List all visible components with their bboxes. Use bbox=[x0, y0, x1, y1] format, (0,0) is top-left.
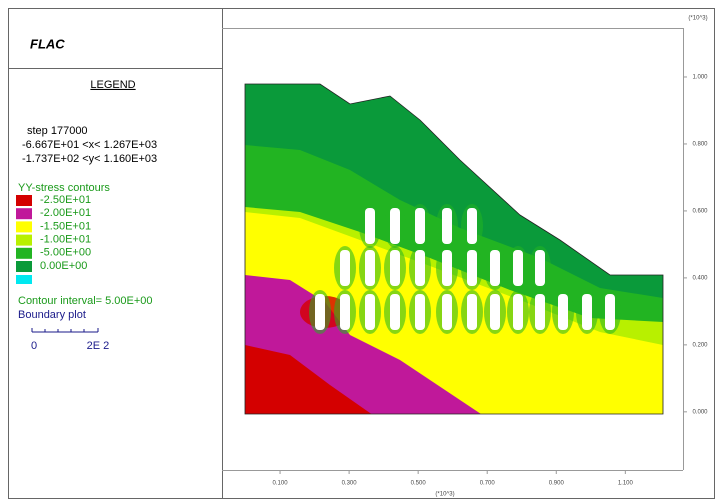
legend-swatch bbox=[16, 247, 32, 259]
pillar bbox=[340, 294, 350, 330]
contour-field bbox=[245, 84, 663, 414]
step-label: step 177000 bbox=[27, 125, 88, 137]
contour-title: YY-stress contours bbox=[18, 182, 110, 194]
legend-level-label: 0.00E+00 bbox=[40, 260, 87, 272]
x-multiplier: (*10^3) bbox=[435, 492, 454, 498]
pillar bbox=[390, 294, 400, 330]
pillar bbox=[315, 294, 325, 330]
x-tick-label: 0.700 bbox=[480, 481, 496, 487]
x-tick-label: 1.100 bbox=[618, 481, 634, 487]
pillar bbox=[365, 294, 375, 330]
x-tick-label: 0.500 bbox=[411, 481, 427, 487]
boundary-label: Boundary plot bbox=[18, 309, 86, 321]
pillar bbox=[605, 294, 615, 330]
scale-label: 2E 2 bbox=[87, 340, 110, 352]
y-range-label: -1.737E+02 <y< 1.160E+03 bbox=[22, 153, 157, 165]
legend-swatch bbox=[16, 195, 32, 206]
x-tick-label: 0.300 bbox=[342, 481, 358, 487]
pillar bbox=[415, 294, 425, 330]
legend-level-label: -1.50E+01 bbox=[40, 220, 91, 232]
pillar bbox=[582, 294, 592, 330]
pillar bbox=[390, 208, 400, 244]
scale-bar bbox=[31, 328, 99, 333]
pillar bbox=[558, 294, 568, 330]
pillar bbox=[390, 250, 400, 286]
pillar bbox=[467, 250, 477, 286]
pillar bbox=[365, 250, 375, 286]
legend-swatch bbox=[16, 221, 32, 233]
legend-swatch-extra bbox=[16, 275, 32, 284]
pillar bbox=[490, 294, 500, 330]
y-tick-label: 0.200 bbox=[692, 342, 708, 348]
pillar bbox=[340, 250, 350, 286]
legend-title: LEGEND bbox=[90, 79, 135, 91]
y-tick-label: 0.800 bbox=[692, 142, 708, 148]
pillar bbox=[513, 250, 523, 286]
pillar bbox=[415, 208, 425, 244]
model-boundary bbox=[244, 83, 664, 415]
interval-label: Contour interval= 5.00E+00 bbox=[18, 295, 153, 307]
pillar bbox=[442, 294, 452, 330]
x-tick-label: 0.100 bbox=[273, 481, 289, 487]
pillar bbox=[442, 208, 452, 244]
y-tick-label: 1.000 bbox=[692, 75, 708, 81]
y-tick-label: 0.400 bbox=[692, 275, 708, 281]
scale-label: 0 bbox=[31, 340, 37, 352]
legend-level-label: -2.00E+01 bbox=[40, 207, 91, 219]
legend-swatch bbox=[16, 261, 32, 272]
app-title: FLAC bbox=[30, 36, 65, 51]
pillar bbox=[415, 250, 425, 286]
pillar bbox=[442, 250, 452, 286]
y-multiplier: (*10^3) bbox=[688, 16, 707, 22]
y-tick-label: 0.600 bbox=[692, 208, 708, 214]
y-tick-label: 0.000 bbox=[692, 409, 708, 415]
pillar bbox=[467, 208, 477, 244]
legend-swatch bbox=[16, 234, 32, 246]
outer-frame bbox=[8, 8, 715, 499]
x-tick-label: 0.900 bbox=[549, 481, 565, 487]
legend-swatch bbox=[16, 208, 32, 220]
legend-level-label: -5.00E+00 bbox=[40, 247, 91, 259]
legend-level-label: -2.50E+01 bbox=[40, 194, 91, 206]
legend-level-label: -1.00E+01 bbox=[40, 234, 91, 246]
pillar bbox=[490, 250, 500, 286]
pillar bbox=[513, 294, 523, 330]
pillar bbox=[535, 294, 545, 330]
pillar bbox=[467, 294, 477, 330]
pillar bbox=[535, 250, 545, 286]
pillar bbox=[365, 208, 375, 244]
x-range-label: -6.667E+01 <x< 1.267E+03 bbox=[22, 139, 157, 151]
